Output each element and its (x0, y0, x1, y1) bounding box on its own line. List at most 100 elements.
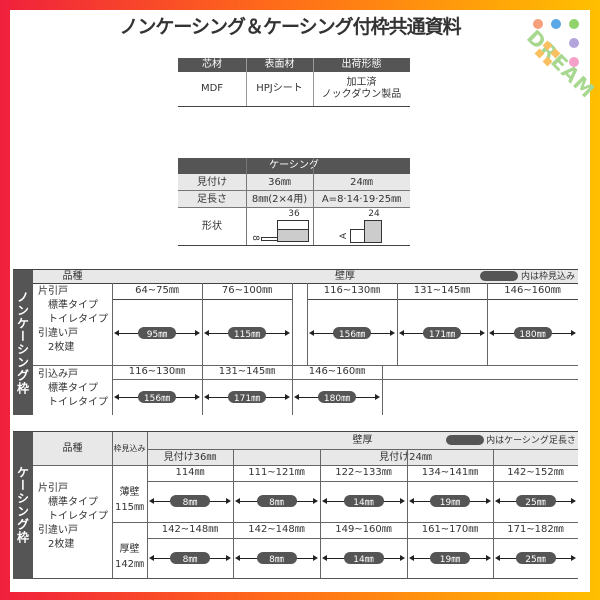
range-label: 131~145㎜ (218, 366, 276, 377)
depth-label: 薄壁 115㎜ (114, 487, 145, 513)
row-value: 24㎜ (313, 174, 410, 191)
divider (33, 365, 578, 366)
shape-24-top: 24 (368, 209, 380, 219)
casing-band: ケーシング枠 (13, 432, 33, 578)
row-value: 8㎜(2×4用) (246, 191, 313, 208)
value-pill: 171㎜ (228, 391, 266, 404)
value-pill: 8㎜ (256, 495, 297, 508)
divider (112, 283, 113, 415)
range-label: 142~148㎜ (248, 524, 305, 535)
shape-36-side: 8 (250, 235, 260, 241)
type-list: 引込み戸 標準タイプ トイレタイプ (38, 369, 108, 408)
range-label: 114㎜ (175, 467, 205, 478)
logo-dot-icon (551, 19, 561, 29)
casing-table-title: ケーシング (178, 158, 410, 174)
page-title: ノンケーシング＆ケーシング付枠共通資料 (119, 16, 461, 38)
value-pill: 95㎜ (138, 327, 176, 340)
row-label: 足長さ (178, 191, 246, 208)
range-label: 142~148㎜ (161, 524, 219, 535)
divider (112, 379, 578, 380)
divider (13, 269, 578, 270)
range-label: 142~152㎜ (507, 467, 564, 478)
divider (246, 158, 247, 245)
range-label: 116~130㎜ (128, 366, 186, 377)
row-value: A=8·14·19·25㎜ (313, 191, 410, 208)
divider (147, 481, 578, 482)
shape-36-top: 36 (288, 209, 300, 219)
document-page: ノンケーシング＆ケーシング付枠共通資料 DREAM 芯材 MDF 表面材 HPJシート… (10, 10, 600, 592)
legend-pill (446, 435, 484, 445)
value-pill: 8㎜ (256, 552, 297, 565)
value-pill: 115㎜ (228, 327, 266, 340)
value-pill: 8㎜ (170, 495, 210, 508)
value-pill: 180㎜ (513, 327, 552, 340)
range-label: 111~121㎜ (248, 467, 305, 478)
divider (382, 365, 383, 415)
range-label: 161~170㎜ (421, 524, 479, 535)
sub-header-36: 見付け36㎜ (147, 450, 233, 465)
divider (147, 432, 148, 578)
value-pill: 156㎜ (333, 327, 371, 340)
divider (493, 450, 494, 578)
shape-36-icon (277, 220, 309, 242)
range-label: 116~130㎜ (323, 285, 381, 296)
value-pill: 25㎜ (515, 495, 556, 508)
legend-pill (480, 271, 518, 281)
type-list: 片引戸 標準タイプ トイレタイプ 引違い戸 2枚建 (38, 286, 108, 353)
row-value: 36㎜ (246, 174, 313, 191)
value-pill: 180㎜ (318, 391, 356, 404)
divider (292, 283, 293, 415)
logo-dot-icon (569, 57, 579, 67)
divider (202, 283, 203, 415)
divider (407, 450, 408, 578)
material-header: 出荷形態 (313, 58, 410, 72)
value-pill: 25㎜ (515, 552, 556, 565)
shape-36-fill (278, 229, 308, 241)
range-label: 146~160㎜ (504, 285, 561, 296)
divider (13, 431, 578, 432)
noncasing-band: ノンケーシング枠 (13, 270, 33, 415)
value-pill: 14㎜ (343, 495, 384, 508)
material-value: HPJシート (256, 83, 303, 94)
range-label: 149~160㎜ (335, 524, 392, 535)
divider (246, 58, 247, 106)
divider (13, 578, 578, 579)
shape-24-box (350, 229, 365, 243)
range-label: 171~182㎜ (507, 524, 564, 535)
sub-header-24: 見付け24㎜ (233, 450, 578, 465)
divider (320, 450, 321, 578)
material-value: MDF (200, 83, 224, 94)
divider (33, 283, 578, 284)
value-pill: 171㎜ (423, 327, 461, 340)
divider (233, 450, 234, 578)
type-header: 品種 (33, 270, 112, 283)
depth-header: 枠見込み (112, 432, 147, 465)
divider (397, 283, 398, 365)
material-header: 芯材 (178, 58, 246, 72)
divider (112, 432, 113, 578)
logo-dot-icon (569, 38, 579, 48)
logo-dot-icon (569, 19, 579, 29)
divider (147, 449, 578, 450)
range-label: 122~133㎜ (335, 467, 392, 478)
divider (178, 207, 410, 208)
range-label: 146~160㎜ (308, 366, 366, 377)
row-label: 見付け (178, 174, 246, 191)
value-pill: 19㎜ (430, 552, 470, 565)
type-list: 片引戸 標準タイプ トイレタイプ 引違い戸 2枚建 (38, 483, 108, 550)
divider (178, 106, 410, 107)
divider (147, 538, 578, 539)
depth-label: 厚壁 142㎜ (114, 544, 145, 570)
value-pill: 19㎜ (430, 495, 470, 508)
divider (178, 245, 410, 246)
divider (178, 190, 410, 191)
divider (487, 283, 488, 365)
value-pill: 14㎜ (343, 552, 384, 565)
divider (313, 58, 314, 106)
divider (112, 522, 578, 523)
type-header: 品種 (33, 432, 112, 465)
value-pill: 156㎜ (138, 391, 176, 404)
material-header: 表面材 (246, 58, 313, 72)
divider (33, 465, 578, 466)
range-label: 131~145㎜ (413, 285, 471, 296)
